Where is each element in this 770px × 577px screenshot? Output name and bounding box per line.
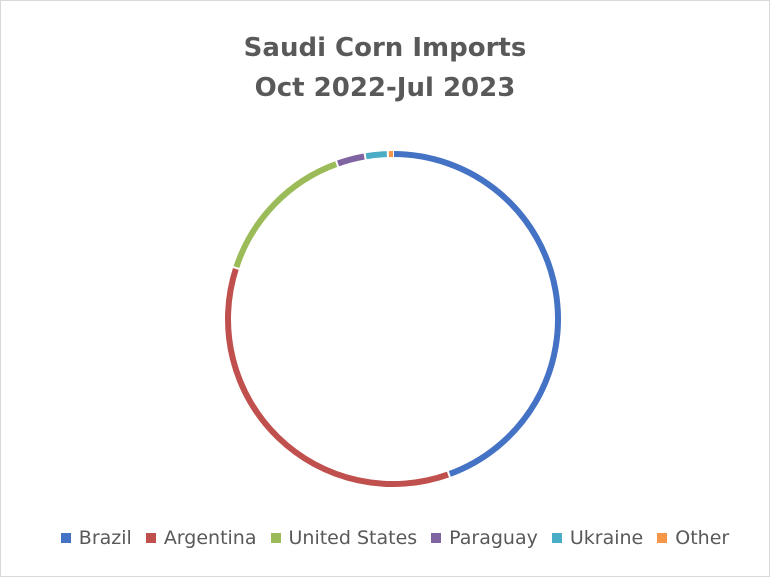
- legend-item-ukraine: Ukraine: [551, 527, 644, 549]
- legend-item-argentina: Argentina: [145, 527, 257, 549]
- slice-argentina: [225, 267, 450, 487]
- slice-brazil: [392, 151, 561, 478]
- chart-title: Saudi Corn Imports Oct 2022-Jul 2023: [0, 28, 770, 108]
- legend-swatch: [431, 533, 442, 543]
- legend-label: Ukraine: [569, 527, 644, 549]
- chart-title-line-1: Saudi Corn Imports: [243, 33, 527, 63]
- slice-separator: [363, 151, 367, 162]
- legend-swatch: [145, 533, 156, 543]
- legend-swatch: [657, 533, 668, 543]
- legend-label: United States: [288, 527, 418, 549]
- slice-ukraine: [364, 151, 388, 160]
- legend-label: Other: [675, 527, 730, 549]
- legend-item-other: Other: [657, 527, 729, 549]
- legend-label: Argentina: [163, 527, 257, 549]
- legend-item-brazil: Brazil: [60, 527, 132, 549]
- legend-label: Paraguay: [449, 527, 538, 549]
- slice-separator: [334, 158, 340, 169]
- chart-legend: Brazil Argentina United States Paraguay Ukra…: [0, 527, 770, 549]
- slice-paraguay: [336, 153, 366, 167]
- legend-item-united-states: United States: [270, 527, 418, 549]
- legend-swatch: [551, 533, 562, 543]
- legend-label: Brazil: [78, 527, 132, 549]
- slice-separator: [446, 469, 452, 480]
- legend-swatch: [270, 533, 281, 543]
- donut-slices: [225, 149, 561, 487]
- slice-separator: [231, 265, 242, 271]
- legend-item-paraguay: Paraguay: [431, 527, 538, 549]
- legend-swatch: [60, 533, 71, 543]
- chart-title-line-2: Oct 2022-Jul 2023: [254, 73, 516, 103]
- slice-united-states: [233, 160, 339, 269]
